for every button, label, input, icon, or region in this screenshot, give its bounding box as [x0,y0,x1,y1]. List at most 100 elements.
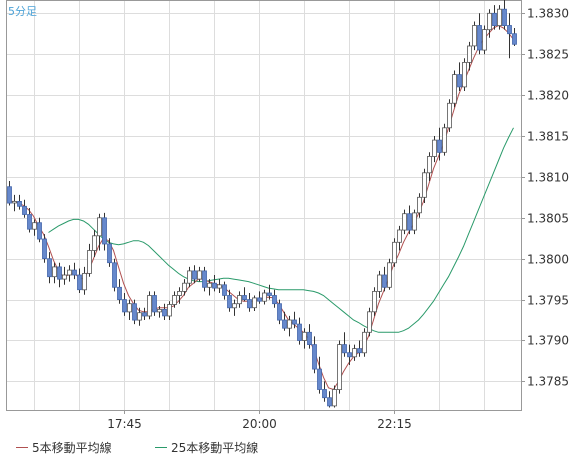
candle-body-up [127,303,132,313]
candle-body-up [442,127,447,153]
legend-ma5: 5本移動平均線 [16,438,112,456]
candle-body-down [102,217,107,245]
candle-body-up [362,331,367,354]
candle-body-down [227,295,232,309]
candle-body-up [472,25,477,47]
ma25-layer [48,127,514,333]
legend-ma5-line [16,446,28,448]
candle-body-down [257,297,262,302]
candle-body-up [167,304,172,317]
legend-ma25-label: 25本移動平均線 [171,440,259,455]
candle-body-down [7,186,12,204]
candle-body-down [142,312,147,317]
candle-body-up [417,196,422,214]
y-tick-label: 1.3790 [527,334,569,348]
y-axis: 1.3785 1.3790 1.3795 1.3800 1.3805 1.3810 1.38… [521,7,569,389]
candle-body-down [57,266,62,280]
candle-body-up [462,62,467,88]
candle-body-up [487,12,492,31]
candle-body-down [212,282,217,289]
x-tick-label: 17:45 [107,417,142,431]
candle-body-down [507,25,512,35]
candle-body-up [87,250,92,274]
candle-body-up [92,235,97,251]
candle-body-down [457,74,462,88]
y-tick-label: 1.3785 [527,375,569,389]
candle-body-up [337,344,342,391]
candle-body-up [352,348,357,358]
y-tick-label: 1.3795 [527,294,569,308]
candle-body-down [347,352,352,358]
candle-body-up [372,290,377,313]
candle-body-down [247,299,252,309]
candle-body-up [377,274,382,292]
candle-body-up [182,282,187,292]
candle-body-up [197,270,202,280]
candle-body-up [157,308,162,313]
candle-body-up [427,155,432,174]
candle-body-up [447,102,452,129]
candle-body-up [67,269,72,276]
candle-body-up [262,292,267,302]
candle-body-up [467,45,472,63]
legend-ma5-label: 5本移動平均線 [32,440,112,455]
candle-body-down [297,323,302,341]
candle-body-down [267,292,272,296]
candle-body-down [292,319,297,325]
ma25-line [48,127,514,333]
candle-body-up [482,29,487,51]
candle-body-up [302,331,307,341]
candle-body-up [177,290,182,296]
candle-body-down [307,331,312,345]
candle-body-up [387,262,392,288]
candle-body-down [512,33,517,45]
y-tick-label: 1.3805 [527,212,569,226]
candle-body-up [332,389,337,407]
candle-body-up [412,212,417,231]
candle-body-up [497,8,502,26]
candle-body-up [287,319,292,329]
candle-body-down [312,344,317,370]
y-tick-label: 1.3825 [527,48,569,62]
plot-border [6,0,522,411]
legend-ma25: 25本移動平均線 [155,438,258,456]
timeframe-label: 5分足 [8,5,37,18]
candle-body-up [422,172,427,198]
candle-body-up [217,284,222,289]
candle-body-up [402,213,407,231]
candle-body-down [107,243,112,264]
candle-body-up [97,217,102,237]
candle-body-up [62,274,67,280]
candle-body-up [147,295,152,317]
candle-body-down [192,270,197,280]
candle-body-down [327,397,332,407]
candle-body-down [502,8,507,26]
candle-body-down [117,286,122,300]
candle-body-up [397,229,402,243]
candle-body-down [22,205,27,215]
candle-body-down [112,262,117,288]
candle-body-down [77,274,82,291]
candle-body-down [132,303,137,321]
candle-body-down [272,295,277,305]
candle-body-down [162,308,167,317]
candle-body-down [222,284,227,296]
candle-body-up [137,312,142,321]
x-tick-label: 20:00 [242,417,277,431]
candle-body-down [47,258,52,278]
candle-body-down [342,344,347,354]
candle-body-down [357,348,362,354]
candle-body-up [432,139,437,157]
candle-body-up [252,297,257,309]
candle-body-up [452,74,457,104]
candle-body-down [27,214,32,230]
candle-body-down [17,200,22,207]
candle-body-down [492,12,497,27]
y-tick-label: 1.3815 [527,130,569,144]
candle-body-down [72,269,77,276]
candle-body-up [12,200,17,204]
candle-body-down [282,319,287,329]
legend-ma25-line [155,446,167,448]
